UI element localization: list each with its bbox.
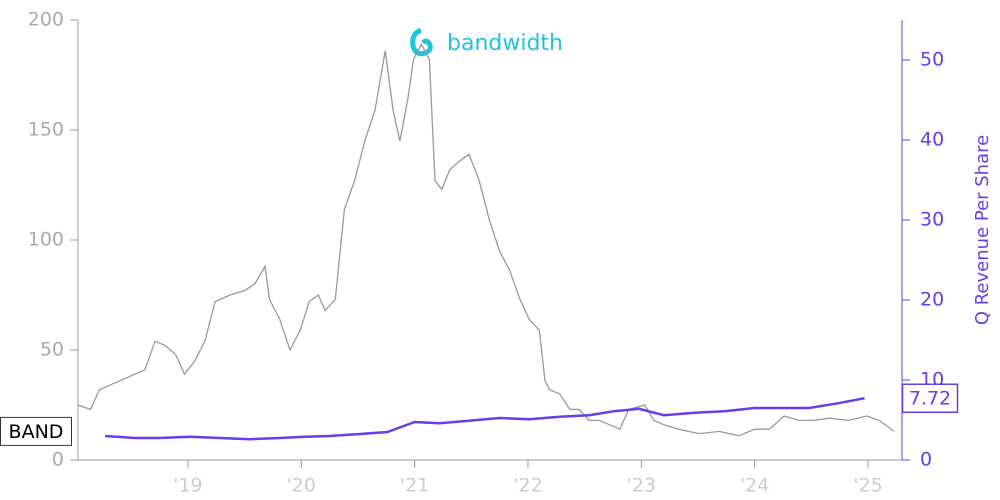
- last-value-box: [901, 383, 959, 413]
- y-tick-label: 50: [40, 339, 64, 361]
- y2-tick-label: 0: [920, 449, 932, 471]
- y-tick-label: 200: [28, 9, 64, 31]
- y2-axis-title: Q Revenue Per Share: [972, 135, 993, 325]
- x-tick-label: '22: [513, 475, 542, 497]
- series-line: [77, 42, 895, 437]
- series-label: BAND: [9, 421, 64, 443]
- y-tick-label: 100: [28, 229, 64, 251]
- logo-icon: [410, 27, 433, 57]
- x-tick-label: '24: [740, 475, 769, 497]
- y-tick-label: 150: [28, 119, 64, 141]
- x-tick-label: '25: [853, 475, 882, 497]
- y2-tick-label: 50: [920, 49, 944, 71]
- x-tick-label: '23: [627, 475, 656, 497]
- last-value-label: 7.72: [909, 388, 951, 410]
- logo: bandwidth: [410, 27, 563, 57]
- x-tick-label: '20: [287, 475, 316, 497]
- series-label-box: [0, 416, 72, 446]
- y-tick-label: 0: [52, 449, 64, 471]
- x-tick-label: '21: [400, 475, 429, 497]
- series-line: [105, 396, 865, 441]
- y2-tick-label: 30: [920, 209, 944, 231]
- y2-tick-label: 40: [920, 129, 944, 151]
- logo-text: bandwidth: [447, 31, 563, 56]
- y2-tick-label: 20: [920, 289, 944, 311]
- x-tick-label: '19: [173, 475, 202, 497]
